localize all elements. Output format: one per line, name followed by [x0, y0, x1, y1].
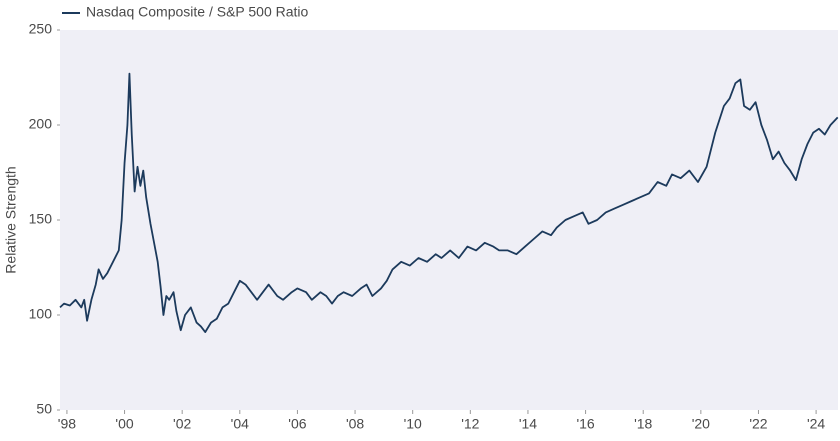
- x-tick-label: '24: [807, 416, 825, 432]
- y-tick-label: 200: [29, 116, 53, 132]
- y-tick-label: 150: [29, 211, 53, 227]
- x-tick-label: '10: [404, 416, 422, 432]
- plot-area: [60, 30, 838, 410]
- x-tick-label: '22: [749, 416, 767, 432]
- x-tick-label: '04: [231, 416, 249, 432]
- x-tick-label: '14: [519, 416, 537, 432]
- x-tick-label: '98: [58, 416, 76, 432]
- x-tick-label: '02: [173, 416, 191, 432]
- series-line: [59, 72, 839, 333]
- y-tick-label: 100: [29, 306, 53, 322]
- x-tick-label: '06: [288, 416, 306, 432]
- y-tick-label: 250: [29, 21, 53, 37]
- x-tick-label: '12: [461, 416, 479, 432]
- legend-label: Nasdaq Composite / S&P 500 Ratio: [86, 4, 309, 20]
- y-tick-label: 50: [36, 401, 52, 417]
- x-tick-label: '08: [346, 416, 364, 432]
- x-tick-label: '00: [115, 416, 133, 432]
- x-tick-label: '18: [634, 416, 652, 432]
- x-tick-label: '16: [576, 416, 594, 432]
- y-axis-title: Relative Strength: [3, 166, 19, 273]
- x-tick-label: '20: [692, 416, 710, 432]
